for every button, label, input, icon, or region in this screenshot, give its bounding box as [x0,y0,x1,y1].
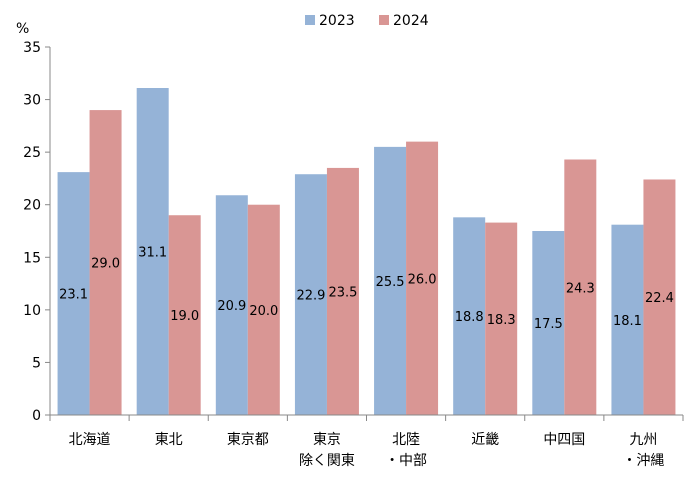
data-label-2023: 31.1 [138,246,167,261]
data-label-2024: 22.4 [645,291,674,306]
y-tick-label: 15 [23,250,41,266]
legend: 2023 2024 [305,13,429,29]
y-tick-label: 5 [32,355,41,371]
bar-2023 [215,195,248,415]
x-category-label: 東北 [155,432,183,448]
legend-swatch-2023 [305,15,315,25]
bar-2023 [611,224,644,415]
data-label-2023: 22.9 [296,289,325,304]
x-category-label: 中四国 [543,432,585,448]
bar-2024 [326,167,359,415]
legend-label-2023: 2023 [319,13,355,29]
data-label-2024: 23.5 [328,285,357,300]
bar-2024 [564,159,597,415]
data-label-2024: 20.0 [249,304,278,319]
data-label-2023: 23.1 [59,288,88,303]
data-label-2023: 20.9 [217,299,246,314]
y-axis-unit-label: % [16,21,29,37]
bar-2024 [485,222,518,415]
y-axis: 0 5 10 15 20 25 30 35 [23,40,51,424]
bar-2024 [406,141,439,415]
bar-2023 [57,172,90,415]
bars [57,88,676,416]
bar-2023 [453,217,486,415]
legend-swatch-2024 [379,15,389,25]
data-label-2024: 19.0 [170,309,199,324]
x-category-label: 除く関東 [299,453,355,469]
data-label-2023: 17.5 [534,317,563,332]
data-label-2023: 25.5 [376,275,405,290]
x-category-label: 東京都 [227,432,269,448]
bar-2024 [89,110,122,415]
x-category-label: ・沖縄 [622,453,664,469]
x-category-label: ・中部 [385,453,427,469]
y-tick-label: 35 [23,40,41,56]
data-label-2024: 26.0 [408,272,437,287]
bar-2024 [643,179,676,415]
x-category-label: 近畿 [471,432,499,448]
data-label-2023: 18.1 [613,314,642,329]
x-category-label: 北陸 [392,432,420,448]
bar-2023 [532,231,565,415]
bar-2023 [374,146,407,415]
data-label-2023: 18.8 [455,310,484,325]
bar-2023 [294,174,327,415]
data-labels: 23.1 31.1 20.9 22.9 25.5 18.8 17.5 18.1 29.0 19.0… [59,246,674,332]
y-tick-label: 20 [23,198,41,214]
y-tick-label: 25 [23,145,41,161]
data-label-2024: 29.0 [91,257,120,272]
legend-label-2024: 2024 [393,13,429,29]
y-tick-label: 10 [23,303,41,319]
y-tick-label: 0 [32,408,41,424]
bar-2024 [247,204,280,415]
data-label-2024: 24.3 [566,281,595,296]
y-tick-label: 30 [23,93,41,109]
x-category-label: 北海道 [69,432,111,448]
x-category-label: 九州 [629,432,657,448]
x-category-label: 東京 [313,432,341,448]
data-label-2024: 18.3 [487,313,516,328]
bar-2023 [136,88,169,416]
bar-2024 [168,215,201,415]
